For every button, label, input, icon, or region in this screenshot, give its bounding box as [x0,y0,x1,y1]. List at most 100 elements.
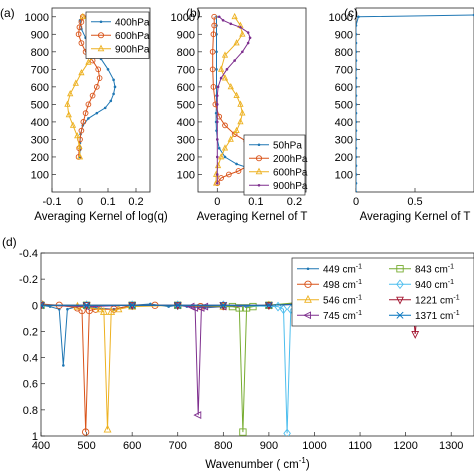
data-point [356,50,358,54]
x-axis-label-end: ) [306,459,310,471]
legend-marker [303,311,312,320]
legend-label-text: 940 cm [415,280,448,291]
data-point [356,164,358,168]
data-point [65,111,72,118]
data-point [80,119,87,125]
data-point [279,304,288,315]
data-point [233,59,236,62]
data-point [66,307,69,311]
legend-label-sup: -1 [356,263,362,270]
legend-label: 50hPa [273,140,302,151]
legend-label: 900hPa [115,44,150,55]
y-tick-label: 300 [335,134,353,146]
y-tick-label: 900 [177,29,195,41]
data-point [226,171,232,178]
data-point [75,31,82,38]
y-tick-label: 700 [31,64,49,76]
data-point [246,31,250,34]
y-tick-label: 800 [31,47,49,59]
data-point [62,364,65,367]
x-axis-label: Averaging Kernel of T [197,211,308,223]
data-point [356,94,358,97]
data-point [64,100,71,107]
data-point [173,302,182,311]
data-point [237,100,244,107]
data-point [356,155,358,159]
series-line [215,16,243,184]
legend-label: 1221 cm-1 [415,294,460,306]
legend-label: 449 cm-1 [323,263,362,275]
legend-marker [257,143,261,147]
data-point [356,173,358,176]
data-point [225,68,229,71]
y-tick-label: 800 [335,47,353,59]
y-tick-label: 0.2 [23,326,38,338]
legend-label-text: 745 cm [323,311,356,322]
data-point [356,85,358,89]
x-tick-label: 900 [260,440,278,452]
data-point [221,74,229,81]
data-point [356,111,358,115]
y-tick-label: 700 [177,64,195,76]
data-point [233,91,240,98]
x-tick-label: -0.1 [43,196,62,208]
y-tick-label: 500 [335,99,353,111]
data-point [76,153,84,160]
y-tick-label: 300 [31,134,49,146]
legend-label-text: 600hPa [115,31,150,42]
legend-marker [97,44,105,52]
data-point [221,144,229,151]
legend-label-text: 449 cm [323,264,356,275]
y-tick-label: -0.2 [19,274,38,286]
data-point [215,173,219,176]
legend-marker [255,155,263,162]
x-tick-label: 700 [169,440,187,452]
y-tick-label: 0.4 [23,353,38,365]
data-point [106,68,110,71]
y-tick-label: 600 [31,82,49,94]
data-point [82,110,89,116]
data-point [235,304,243,312]
y-tick-label: 1 [32,431,38,443]
data-point [356,24,358,27]
data-point [215,50,218,54]
data-point [356,76,358,80]
data-point [215,138,219,141]
legend-label-text: 600hPa [273,167,308,178]
legend-label-text: 200hPa [273,154,308,165]
legend-label-text: 900hPa [273,181,308,192]
x-tick-label: 0.5 [407,196,422,208]
data-point [356,129,358,132]
y-tick-label: 500 [31,99,49,111]
y-tick-label: 500 [177,99,195,111]
legend: 50hPa 200hPa 600hPa 900hPa [243,134,308,196]
y-tick-label: 100 [177,169,195,181]
legend-label-sup: -1 [453,294,459,301]
data-point [83,301,91,309]
data-point [239,428,247,436]
data-point [264,302,273,311]
y-tick-label: 0.6 [23,379,38,391]
legend-label-text: 843 cm [415,264,448,275]
data-point [215,155,219,159]
data-point [72,79,79,86]
x-tick-label: 1200 [393,440,417,452]
x-tick-label: 1000 [302,440,326,452]
x-axis-label-sup: -1 [299,456,307,465]
legend-label-sup: -1 [356,310,362,317]
data-point [209,48,216,55]
legend-label-sup: -1 [453,310,459,317]
data-point [82,302,91,311]
legend-label: 600hPa [115,31,150,42]
data-point [221,51,229,58]
legend-marker [99,20,103,24]
series-group [356,13,474,192]
data-point [85,58,92,65]
legend-label: 600hPa [273,167,308,178]
data-point [411,331,420,339]
data-point [219,301,227,309]
x-tick-label: 600 [123,440,141,452]
panel-label: (c) [344,6,358,20]
